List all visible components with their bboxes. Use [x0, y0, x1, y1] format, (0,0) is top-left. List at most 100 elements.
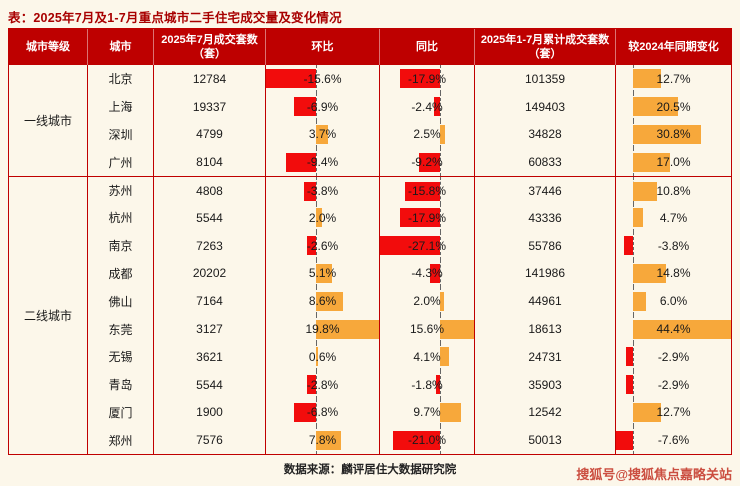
- yoy-bar: [435, 375, 440, 395]
- tier-label: 二线城市: [9, 176, 88, 455]
- jul-count: 1900: [154, 398, 266, 427]
- zero-axis: [315, 370, 317, 399]
- yoy-cell: -21.0%: [380, 426, 475, 455]
- header-jul-count: 2025年7月成交套数（套）: [154, 29, 266, 65]
- mom-cell: 7.8%: [266, 426, 380, 455]
- vs2024-cell: 6.0%: [616, 287, 731, 316]
- header-city: 城市: [88, 29, 154, 65]
- yoy-value: 2.0%: [413, 294, 441, 309]
- city-name: 郑州: [88, 426, 154, 455]
- page-title: 表：2025年7月及1-7月重点城市二手住宅成交量及变化情况: [8, 11, 342, 25]
- mom-value: -3.8%: [306, 183, 339, 198]
- mom-bar: [294, 402, 316, 422]
- vs2024-bar: [632, 208, 644, 228]
- jul-count: 7576: [154, 426, 266, 455]
- yoy-cell: 2.5%: [380, 120, 475, 149]
- zero-axis: [439, 92, 441, 121]
- yoy-bar: [439, 319, 474, 339]
- mom-value: 5.1%: [308, 266, 337, 281]
- yoy-cell: -27.1%: [380, 231, 475, 260]
- vs2024-bar: [632, 319, 731, 339]
- city-name: 上海: [88, 92, 154, 121]
- city-name: 厦门: [88, 398, 154, 427]
- cum-count: 43336: [475, 203, 616, 232]
- zero-axis: [315, 148, 317, 177]
- cum-count: 50013: [475, 426, 616, 455]
- mom-value: 19.8%: [305, 322, 340, 337]
- zero-axis: [632, 370, 634, 399]
- city-name: 广州: [88, 148, 154, 177]
- watermark: 搜狐号@搜狐焦点嘉略关站: [576, 467, 732, 482]
- vs2024-cell: -2.9%: [616, 342, 731, 371]
- cum-count: 24731: [475, 342, 616, 371]
- mom-value: 7.8%: [308, 433, 337, 448]
- yoy-cell: -15.8%: [380, 176, 475, 204]
- vs2024-cell: -2.9%: [616, 370, 731, 399]
- mom-bar: [303, 181, 316, 201]
- tier-label: 一线城市: [9, 65, 88, 177]
- yoy-value: -2.4%: [411, 99, 443, 114]
- yoy-value: -15.8%: [407, 183, 447, 198]
- mom-bar: [293, 97, 316, 117]
- header-vs-2024: 较2024年同期变化: [628, 40, 719, 53]
- mom-cell: 19.8%: [266, 315, 380, 343]
- jul-count: 7164: [154, 287, 266, 316]
- mom-value: -9.4%: [306, 155, 339, 170]
- header-cum-count: 2025年1-7月累计成交套数（套）: [475, 29, 616, 65]
- mom-bar: [307, 236, 316, 256]
- vs2024-cell: 14.8%: [616, 259, 731, 288]
- yoy-cell: 4.1%: [380, 342, 475, 371]
- vs2024-value: 30.8%: [656, 127, 691, 142]
- cum-count: 35903: [475, 370, 616, 399]
- vs2024-cell: 30.8%: [616, 120, 731, 149]
- zero-axis: [439, 426, 441, 455]
- vs2024-value: -7.6%: [657, 433, 690, 448]
- yoy-cell: -4.3%: [380, 259, 475, 288]
- mom-bar: [306, 375, 316, 395]
- mom-cell: 0.6%: [266, 342, 380, 371]
- vs2024-cell: 20.5%: [616, 92, 731, 121]
- yoy-bar: [439, 291, 445, 311]
- vs2024-value: -2.9%: [657, 377, 690, 392]
- mom-bar: [315, 319, 379, 339]
- cum-count: 149403: [475, 92, 616, 121]
- city-name: 南京: [88, 231, 154, 260]
- vs2024-bar: [616, 430, 633, 450]
- cum-count: 55786: [475, 231, 616, 260]
- yoy-cell: 2.0%: [380, 287, 475, 316]
- vs2024-value: -2.9%: [657, 349, 690, 364]
- vs2024-cell: 10.8%: [616, 176, 731, 204]
- yoy-bar: [439, 347, 449, 367]
- mom-value: 3.7%: [308, 127, 337, 142]
- zero-axis: [439, 148, 441, 177]
- yoy-cell: 15.6%: [380, 315, 475, 343]
- mom-bar: [266, 69, 316, 89]
- city-name: 无锡: [88, 342, 154, 371]
- yoy-bar: [400, 69, 440, 89]
- mom-value: -6.8%: [306, 405, 339, 420]
- vs2024-value: 14.8%: [656, 266, 691, 281]
- mom-cell: -15.6%: [266, 65, 380, 93]
- vs2024-cell: -3.8%: [616, 231, 731, 260]
- yoy-value: 15.6%: [409, 322, 445, 337]
- yoy-value: -4.3%: [411, 266, 443, 281]
- zero-axis: [439, 65, 441, 93]
- yoy-value: -1.8%: [411, 377, 443, 392]
- yoy-bar: [439, 124, 446, 144]
- zero-axis: [315, 231, 317, 260]
- vs2024-cell: -7.6%: [616, 426, 731, 455]
- mom-value: -2.6%: [306, 238, 339, 253]
- cum-count: 60833: [475, 148, 616, 177]
- jul-count: 19337: [154, 92, 266, 121]
- yoy-cell: -17.9%: [380, 203, 475, 232]
- yoy-cell: -2.4%: [380, 92, 475, 121]
- vs2024-value: -3.8%: [657, 238, 690, 253]
- vs2024-bar: [632, 124, 701, 144]
- mom-bar: [315, 263, 333, 283]
- header-yoy: 同比: [380, 29, 475, 65]
- zero-axis: [315, 177, 317, 204]
- cum-count: 44961: [475, 287, 616, 316]
- mom-cell: -2.8%: [266, 370, 380, 399]
- mom-bar: [315, 291, 344, 311]
